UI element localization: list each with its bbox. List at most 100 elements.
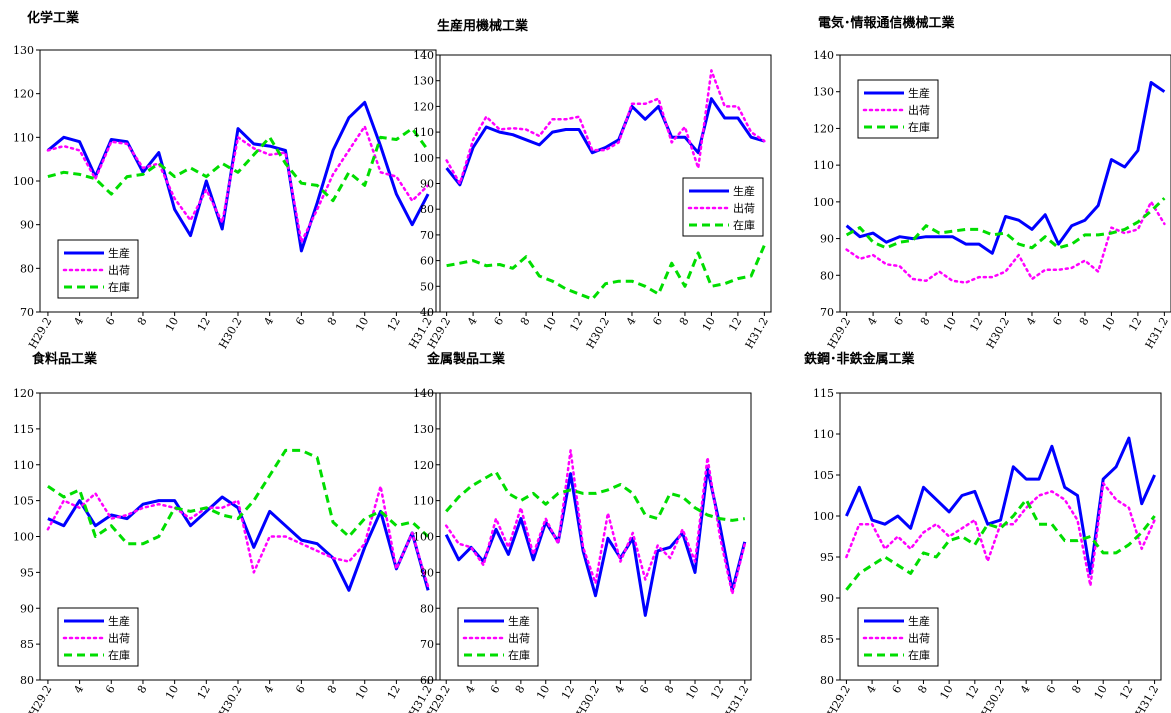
x-tick-label: 4 [262,315,277,328]
x-tick-label: 6 [103,315,118,328]
series-line-3 [445,470,746,522]
series-line-1 [445,97,765,187]
x-tick-label: 4 [865,315,880,328]
x-tick-label: 6 [1050,315,1065,328]
x-tick-label: 8 [1069,683,1084,696]
x-tick-label: 8 [918,315,933,328]
y-tick-label: 90 [20,219,34,232]
x-tick-label: 8 [677,315,692,328]
y-tick-label: 140 [413,49,434,62]
x-tick-label: 6 [650,315,665,328]
x-tick-label: 4 [624,315,639,328]
series-line-3 [47,448,430,546]
x-tick-label: 6 [293,315,308,328]
x-tick-label: 6 [491,315,506,328]
x-tick-label: 12 [567,315,585,334]
chart-4: 食料品工業 80 85 90 95 100 105 110 115 120 H29.2 4 6 8 10 12… [13,351,437,713]
y-tick-label: 90 [420,178,434,191]
series-line-3 [446,244,766,301]
x-tick-label: 6 [488,683,503,696]
x-tick-label: 12 [708,683,726,702]
x-tick-label: 12 [385,683,403,702]
y-tick-label: 95 [820,551,834,564]
y-tick-label: 100 [813,196,834,209]
y-tick-label: 85 [20,638,34,651]
x-tick-label: 4 [71,315,86,328]
legend-label: 生産 [108,614,130,628]
x-tick-label: H29.2 [825,683,853,713]
y-tick-label: 80 [420,602,434,615]
x-tick-label: 4 [463,683,478,696]
x-tick-label: H29.2 [825,315,853,351]
series-line-2 [444,449,747,596]
y-tick-label: 130 [813,86,834,99]
x-tick-label: H29.2 [26,315,54,351]
y-tick-label: 110 [13,131,34,144]
x-tick-label: 8 [325,315,340,328]
y-tick-label: 110 [13,459,34,472]
x-tick-label: 8 [513,683,528,696]
series-line-2 [445,69,766,185]
x-tick-label: 8 [662,683,677,696]
x-tick-label: 6 [1044,683,1059,696]
x-tick-label: 4 [1018,683,1033,696]
legend-label: 出荷 [108,631,130,645]
x-tick-label: 8 [518,315,533,328]
chart-title: 電気･情報通信機械工業 [818,15,956,31]
x-tick-label: 12 [963,683,981,702]
y-tick-label: 90 [820,592,834,605]
y-tick-label: 90 [20,602,34,615]
series-line-1 [845,436,1156,575]
y-tick-label: 70 [420,638,434,651]
legend-label: 生産 [908,86,930,100]
x-tick-label: 10 [163,315,181,334]
y-tick-label: 110 [413,495,434,508]
y-tick-label: 85 [820,633,834,646]
x-tick-label: 10 [937,683,955,702]
x-tick-label: 6 [890,683,905,696]
series-line-2 [46,485,430,588]
y-tick-label: 80 [820,674,834,687]
x-tick-label: 6 [293,683,308,696]
x-tick-label: 6 [103,683,118,696]
x-tick-label: 4 [71,683,86,696]
x-tick-label: 4 [262,683,277,696]
x-tick-label: H31.2 [743,315,771,351]
x-tick-label: 10 [700,315,718,334]
y-tick-label: 115 [813,387,834,400]
x-tick-label: 10 [163,683,181,702]
x-tick-label: H30.2 [216,315,244,351]
x-tick-label: 10 [353,683,371,702]
y-tick-label: 100 [13,175,34,188]
x-tick-label: H30.2 [584,315,612,351]
x-tick-label: 10 [534,683,552,702]
y-tick-label: 120 [413,100,434,113]
x-tick-label: H30.2 [979,683,1007,713]
series-line-1 [444,466,747,617]
x-tick-label: 12 [1126,315,1144,334]
x-tick-label: 12 [559,683,577,702]
x-tick-label: 8 [135,683,150,696]
legend-label: 在庫 [508,648,530,662]
series-line-1 [46,100,430,253]
y-tick-label: 110 [413,126,434,139]
series-line-3 [845,498,1156,591]
y-tick-label: 90 [820,233,834,246]
x-tick-label: 8 [325,683,340,696]
series-line-1 [47,495,430,592]
series-line-2 [845,481,1156,587]
x-tick-label: 12 [385,315,403,334]
legend-label: 在庫 [908,120,930,134]
x-tick-label: 6 [891,315,906,328]
y-tick-label: 105 [13,495,34,508]
y-tick-label: 80 [420,203,434,216]
y-tick-label: 90 [420,566,434,579]
y-tick-label: 40 [420,306,434,319]
x-tick-label: 10 [683,683,701,702]
